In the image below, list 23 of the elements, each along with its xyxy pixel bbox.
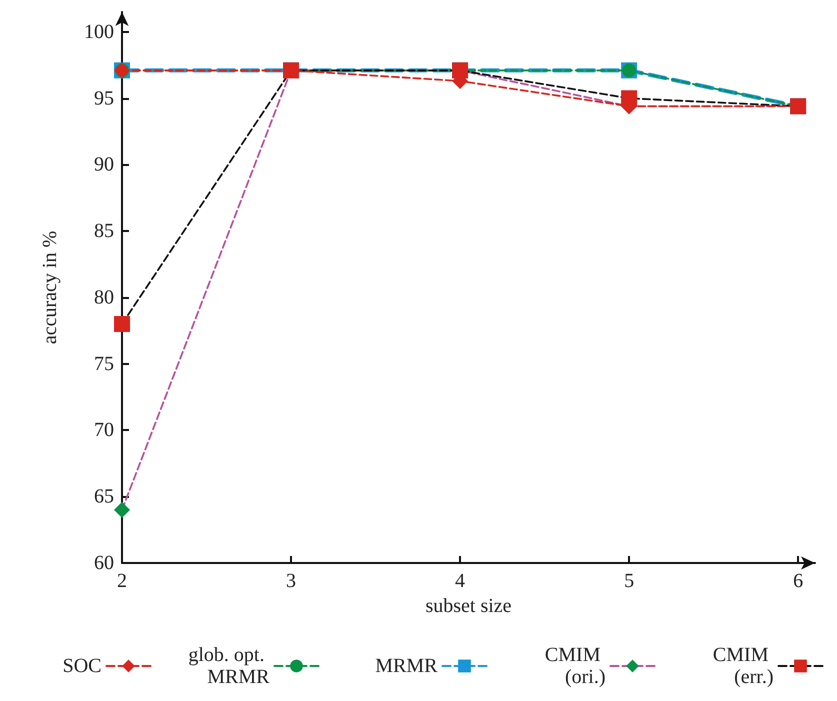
y-tick-label: 65 bbox=[94, 486, 114, 508]
y-tick-label: 85 bbox=[94, 220, 114, 242]
legend-label: MRMR bbox=[375, 655, 438, 677]
x-tick-label: 3 bbox=[286, 570, 296, 592]
y-tick-label: 80 bbox=[94, 286, 114, 308]
y-tick-label: 75 bbox=[94, 352, 114, 375]
y-tick-label: 60 bbox=[94, 552, 114, 574]
legend-label: glob. opt. MRMR bbox=[188, 644, 270, 688]
x-tick-label: 2 bbox=[117, 570, 127, 592]
y-tick-label: 70 bbox=[94, 419, 114, 442]
x-axis-title: subset size bbox=[425, 594, 512, 617]
y-tick-label: 100 bbox=[84, 20, 114, 43]
legend-label: CMIM (err.) bbox=[712, 644, 774, 688]
y-axis-title: accuracy in % bbox=[39, 230, 61, 344]
x-tick-label: 5 bbox=[624, 570, 634, 592]
point bbox=[114, 502, 130, 518]
y-tick-label: 95 bbox=[94, 87, 114, 110]
legend-label: SOC bbox=[62, 655, 102, 677]
x-tick-label: 6 bbox=[793, 570, 804, 592]
legend-label: CMIM (ori.) bbox=[544, 644, 606, 688]
x-tick-label: 4 bbox=[455, 570, 466, 592]
y-tick-label: 90 bbox=[94, 154, 114, 176]
point bbox=[114, 316, 130, 332]
